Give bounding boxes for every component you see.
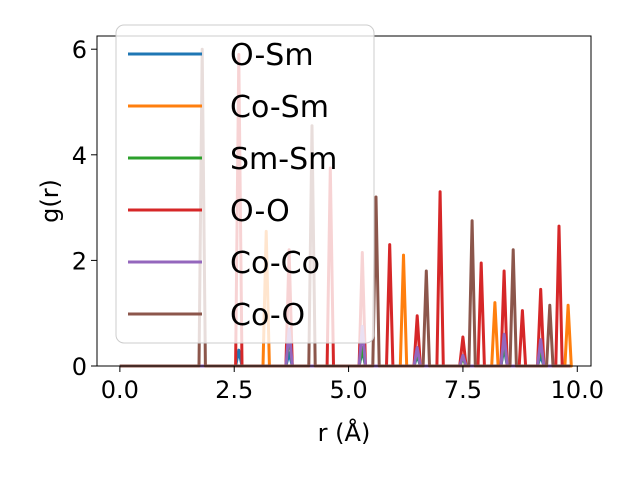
legend-item: Co-Sm — [128, 90, 329, 125]
x-tick-label: 2.5 — [215, 376, 253, 404]
legend-label: Co-O — [230, 298, 305, 333]
x-axis: 0.0 2.5 5.0 7.5 10.0 — [101, 366, 604, 404]
legend-item: Co-O — [128, 298, 305, 333]
legend-label: O-O — [230, 194, 290, 229]
x-tick-label: 7.5 — [444, 376, 482, 404]
y-tick-label: 2 — [72, 247, 87, 275]
legend-label: Sm-Sm — [230, 142, 337, 177]
x-tick-label: 10.0 — [551, 376, 604, 404]
legend-item: O-Sm — [128, 38, 314, 73]
legend-item: Co-Co — [128, 246, 320, 281]
legend-item: Sm-Sm — [128, 142, 337, 177]
y-axis: 0 2 4 6 — [72, 36, 97, 381]
y-tick-label: 6 — [72, 36, 87, 64]
y-tick-label: 0 — [72, 353, 87, 381]
x-tick-label: 5.0 — [329, 376, 367, 404]
legend-label: Co-Sm — [230, 90, 329, 125]
x-axis-label: r (Å) — [318, 418, 371, 447]
legend: O-Sm Co-Sm Sm-Sm O-O Co-Co Co-O — [115, 24, 375, 344]
x-tick-label: 0.0 — [101, 376, 139, 404]
legend-label: Co-Co — [230, 246, 320, 281]
legend-item: O-O — [128, 194, 290, 229]
legend-label: O-Sm — [230, 38, 314, 73]
y-tick-label: 4 — [72, 142, 87, 170]
y-axis-label: g(r) — [36, 179, 64, 223]
